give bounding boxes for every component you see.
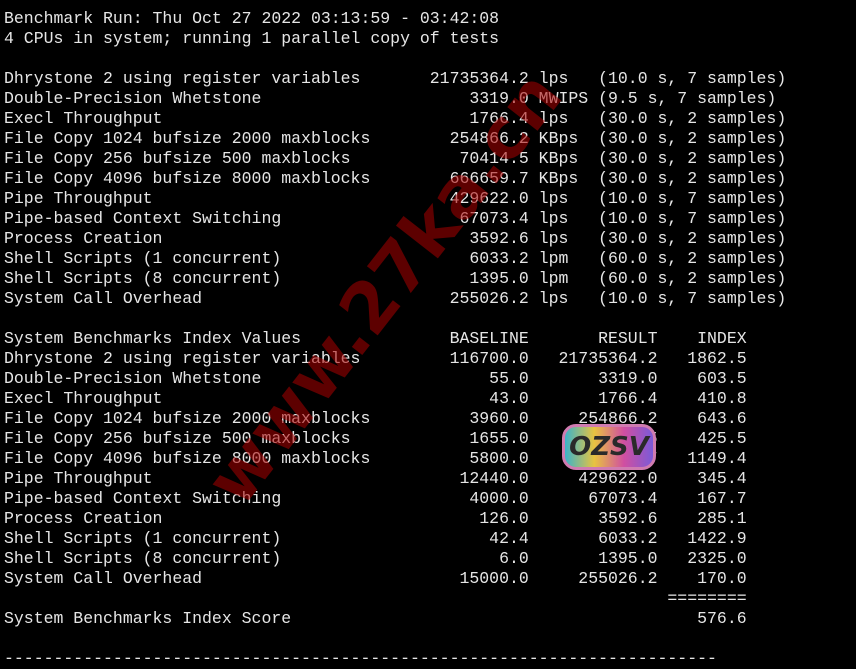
- result-row: Dhrystone 2 using register variables 217…: [4, 69, 787, 88]
- terminal-output: ----------------------------------------…: [4, 0, 786, 669]
- blank-line: [4, 629, 786, 649]
- result-row: System Call Overhead 255026.2 lps (10.0 …: [4, 289, 787, 308]
- result-row: File Copy 4096 bufsize 8000 maxblocks 66…: [4, 169, 787, 188]
- cpu-info: 4 CPUs in system; running 1 parallel cop…: [4, 29, 500, 48]
- index-row: Dhrystone 2 using register variables 116…: [4, 349, 747, 368]
- result-row: Execl Throughput 1766.4 lps (30.0 s, 2 s…: [4, 109, 787, 128]
- index-row: File Copy 256 bufsize 500 maxblocks 1655…: [4, 429, 747, 448]
- index-header-row: System Benchmarks Index Values BASELINE …: [4, 329, 747, 348]
- result-row: File Copy 1024 bufsize 2000 maxblocks 25…: [4, 129, 787, 148]
- blank-line: [4, 49, 786, 69]
- index-rule: ========: [4, 589, 747, 608]
- watermark-logo: OZSV: [562, 424, 656, 470]
- result-row: Pipe-based Context Switching 67073.4 lps…: [4, 209, 787, 228]
- index-row: File Copy 4096 bufsize 8000 maxblocks 58…: [4, 449, 747, 468]
- index-row: Process Creation 126.0 3592.6 285.1: [4, 509, 747, 528]
- index-row: Shell Scripts (1 concurrent) 42.4 6033.2…: [4, 529, 747, 548]
- index-row: Execl Throughput 43.0 1766.4 410.8: [4, 389, 747, 408]
- index-row: Shell Scripts (8 concurrent) 6.0 1395.0 …: [4, 549, 747, 568]
- index-row: Pipe Throughput 12440.0 429622.0 345.4: [4, 469, 747, 488]
- separator-line: ----------------------------------------…: [4, 649, 717, 668]
- index-score-row: System Benchmarks Index Score 576.6: [4, 609, 747, 628]
- result-row: Shell Scripts (8 concurrent) 1395.0 lpm …: [4, 269, 787, 288]
- result-row: File Copy 256 bufsize 500 maxblocks 7041…: [4, 149, 787, 168]
- blank-line: [4, 309, 786, 329]
- index-row: File Copy 1024 bufsize 2000 maxblocks 39…: [4, 409, 747, 428]
- separator-line: ----------------------------------------…: [4, 0, 786, 9]
- benchmark-run-header: Benchmark Run: Thu Oct 27 2022 03:13:59 …: [4, 9, 500, 28]
- result-row: Process Creation 3592.6 lps (30.0 s, 2 s…: [4, 229, 787, 248]
- index-row: Pipe-based Context Switching 4000.0 6707…: [4, 489, 747, 508]
- result-row: Double-Precision Whetstone 3319.0 MWIPS …: [4, 89, 777, 108]
- result-row: Shell Scripts (1 concurrent) 6033.2 lpm …: [4, 249, 787, 268]
- index-row: System Call Overhead 15000.0 255026.2 17…: [4, 569, 747, 588]
- result-row: Pipe Throughput 429622.0 lps (10.0 s, 7 …: [4, 189, 787, 208]
- index-row: Double-Precision Whetstone 55.0 3319.0 6…: [4, 369, 747, 388]
